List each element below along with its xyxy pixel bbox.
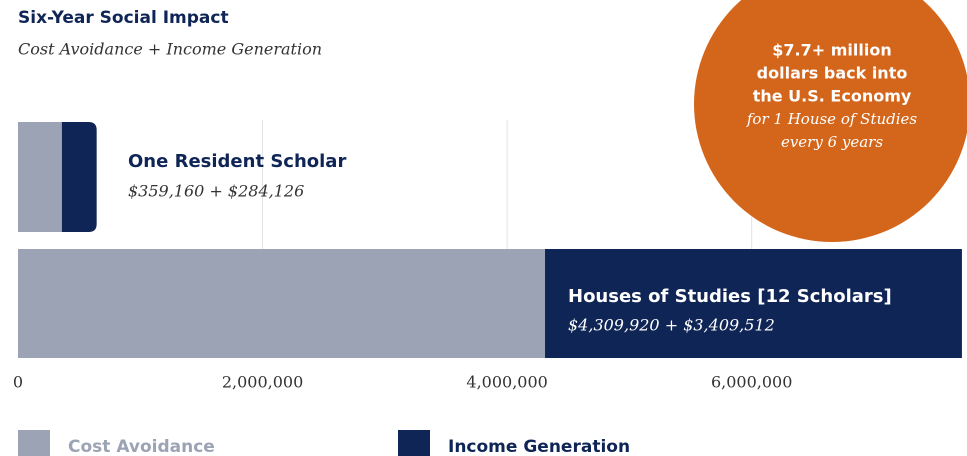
bar	[18, 122, 62, 232]
bar	[18, 249, 546, 358]
bar	[61, 122, 97, 232]
legend-swatch	[398, 430, 430, 456]
legend-swatch	[18, 430, 50, 456]
callout-text: for 1 House of Studies	[746, 110, 918, 128]
bar-label: Houses of Studies [12 Scholars]	[568, 286, 892, 307]
chart-subtitle: Cost Avoidance + Income Generation	[18, 40, 322, 59]
callout-text: the U.S. Economy	[753, 87, 912, 106]
x-tick-label: 2,000,000	[222, 373, 303, 392]
x-tick-label: 6,000,000	[711, 373, 792, 392]
value-label: $4,309,920 + $3,409,512	[568, 316, 775, 335]
legend-label: Income Generation	[448, 437, 630, 456]
callout-text: dollars back into	[757, 64, 908, 83]
callout-circle	[694, 0, 967, 242]
value-label: $359,160 + $284,126	[128, 182, 304, 201]
x-tick-label: 0	[13, 373, 23, 392]
callout-text: $7.7+ million	[772, 41, 891, 60]
callout-text: every 6 years	[781, 133, 883, 151]
x-tick-label: 4,000,000	[466, 373, 547, 392]
bar-label: One Resident Scholar	[128, 151, 346, 172]
legend-label: Cost Avoidance	[68, 437, 215, 456]
chart-title: Six-Year Social Impact	[18, 8, 229, 28]
bar	[545, 249, 962, 358]
